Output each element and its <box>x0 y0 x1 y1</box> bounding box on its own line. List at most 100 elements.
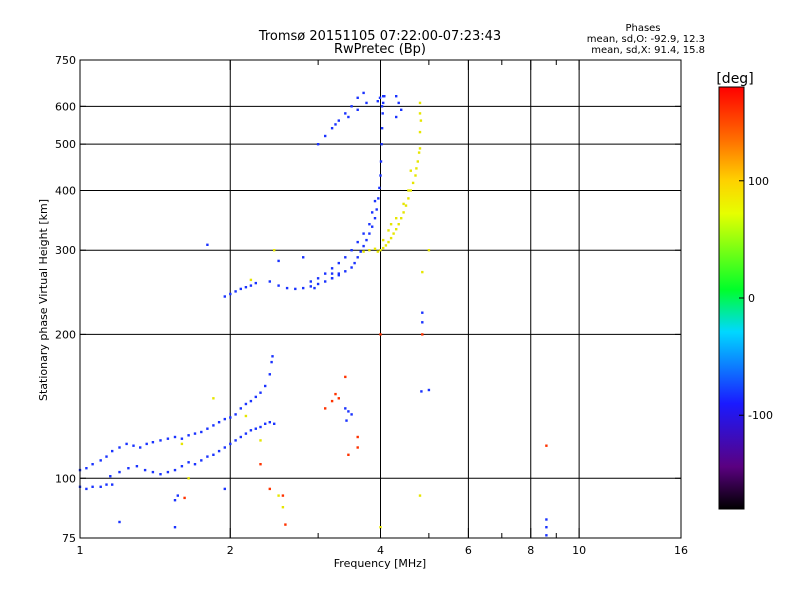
data-point <box>277 494 280 497</box>
data-point <box>382 238 385 242</box>
data-point <box>268 421 271 424</box>
data-point <box>111 483 114 486</box>
data-point <box>379 249 382 252</box>
data-point <box>324 272 327 275</box>
data-point <box>223 446 226 449</box>
data-point <box>427 249 431 252</box>
data-point <box>356 256 359 259</box>
data-point <box>302 286 305 290</box>
data-point <box>206 243 209 246</box>
data-point <box>337 274 340 277</box>
data-point <box>417 151 421 154</box>
data-point <box>368 232 371 235</box>
data-point <box>382 101 385 105</box>
data-point <box>418 147 422 150</box>
data-point <box>359 250 362 253</box>
x-tick-label: 2 <box>227 544 234 557</box>
data-point <box>395 228 398 231</box>
data-point <box>264 384 267 388</box>
data-point <box>421 270 424 274</box>
data-point <box>337 272 340 275</box>
data-point <box>414 174 417 177</box>
data-point <box>259 425 262 429</box>
data-point <box>356 108 359 111</box>
data-point <box>249 284 253 287</box>
data-point <box>350 105 353 108</box>
data-point <box>344 256 347 259</box>
data-point <box>281 494 285 497</box>
data-point <box>409 189 412 192</box>
data-point <box>281 506 285 509</box>
data-point <box>379 526 382 529</box>
y-tick-label: 300 <box>55 244 76 257</box>
x-tick-label: 1 <box>77 544 84 557</box>
data-point <box>223 417 226 421</box>
data-point <box>378 186 381 190</box>
data-point <box>206 427 209 430</box>
data-point <box>381 112 384 115</box>
data-point <box>545 534 548 537</box>
data-point <box>180 437 184 440</box>
data-point <box>173 499 177 502</box>
data-point <box>187 434 190 437</box>
data-point <box>380 127 384 130</box>
data-point <box>350 266 353 269</box>
x-tick-label: 4 <box>377 544 384 557</box>
x-axis-ticks: 1 2 4 6 8 10 16 <box>77 60 688 557</box>
data-point <box>127 467 130 470</box>
y-tick-label: 750 <box>55 54 76 67</box>
data-point <box>409 169 412 172</box>
data-point <box>402 202 405 206</box>
colorbar-tick-label: 100 <box>748 175 769 188</box>
data-point <box>350 249 353 252</box>
data-point <box>334 123 337 126</box>
data-point <box>387 229 390 232</box>
data-point <box>229 442 232 446</box>
data-point <box>118 446 121 449</box>
data-point <box>249 399 253 403</box>
colorbar-unit-label: [deg] <box>716 71 753 87</box>
data-point <box>420 390 423 393</box>
data-point <box>259 463 262 466</box>
data-point <box>309 285 312 288</box>
data-point <box>421 321 424 324</box>
data-point <box>244 286 248 289</box>
data-point <box>143 468 147 472</box>
data-point <box>105 455 108 458</box>
data-point <box>324 134 327 138</box>
data-point <box>183 496 186 500</box>
data-point <box>200 459 203 462</box>
data-point <box>379 333 382 336</box>
data-point <box>187 461 190 464</box>
data-point <box>389 223 393 226</box>
data-points <box>78 91 548 537</box>
data-point <box>173 526 177 529</box>
data-point <box>85 467 88 470</box>
data-point <box>223 295 226 298</box>
data-point <box>397 101 400 105</box>
data-point <box>395 95 398 98</box>
data-point <box>212 453 215 456</box>
data-point <box>273 422 276 425</box>
x-tick-label: 16 <box>674 544 688 557</box>
data-point <box>264 422 267 425</box>
data-point <box>132 444 135 447</box>
data-point <box>173 435 177 439</box>
colorbar-ticks: 100 0 -100 <box>739 175 773 422</box>
data-point <box>254 281 257 285</box>
data-point <box>356 96 359 99</box>
data-point <box>176 494 179 497</box>
data-point <box>99 459 102 462</box>
data-point <box>244 432 248 435</box>
data-point <box>234 413 237 416</box>
data-point <box>350 413 353 416</box>
data-point <box>91 463 94 466</box>
data-point <box>356 435 359 439</box>
data-point <box>234 290 237 293</box>
data-point <box>271 355 274 358</box>
data-point <box>378 96 382 99</box>
data-point <box>244 414 248 418</box>
data-point <box>173 468 177 472</box>
data-point <box>347 115 350 119</box>
